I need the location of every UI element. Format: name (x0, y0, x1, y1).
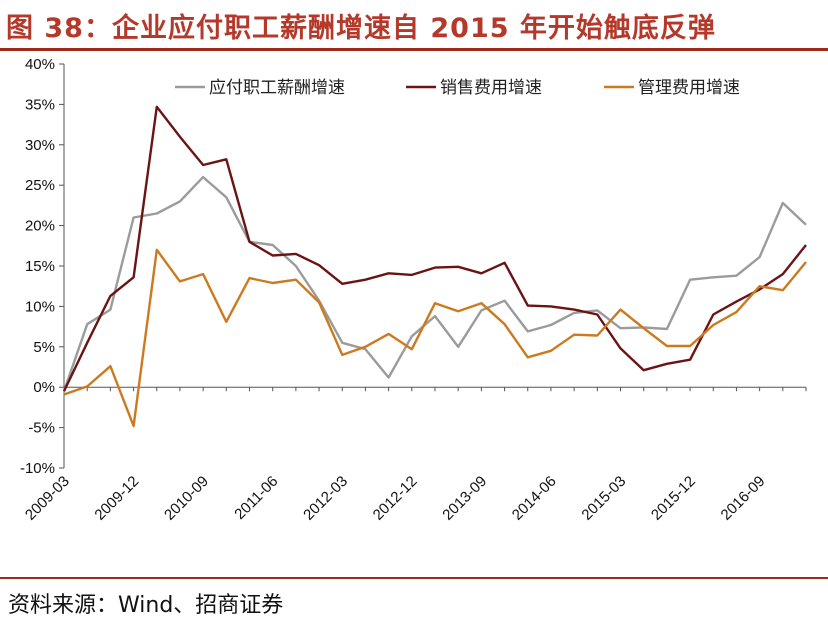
x-tick-label: 2011-06 (231, 473, 281, 523)
x-tick-label: 2015-12 (648, 473, 699, 524)
legend-label-1: 应付职工薪酬增速 (209, 78, 345, 98)
x-tick-label: 2013-09 (439, 473, 490, 524)
y-tick-label: 40% (25, 56, 55, 73)
page-title: 图 38：企业应付职工薪酬增速自 2015 年开始触底反弹 (6, 13, 716, 44)
x-axis-ticks: 2009-03 2009-12 2010-09 2011-06 2012-03 2012-… (22, 387, 807, 524)
source-divider (0, 577, 828, 579)
x-tick-label: 2009-12 (91, 473, 142, 524)
source-note: 资料来源：Wind、招商证券 (8, 593, 284, 618)
y-axis-ticks: 40% 35% 30% 25% 20% 15% 10% 5% 0% -5% -10% (20, 56, 64, 477)
x-tick-label: 2014-06 (509, 473, 560, 524)
y-tick-label: -10% (20, 460, 55, 477)
legend-label-2: 销售费用增速 (440, 78, 542, 98)
series-line-3 (63, 248, 807, 428)
x-tick-label: 2016-09 (717, 473, 768, 524)
y-tick-label: 30% (25, 137, 55, 154)
legend-label-3: 管理费用增速 (638, 78, 740, 98)
y-tick-label: 35% (25, 96, 55, 113)
x-tick-label: 2015-03 (578, 473, 629, 524)
chart-axes (63, 64, 806, 468)
chart-legend: 应付职工薪酬增速 销售费用增速 管理费用增速 (175, 78, 740, 98)
line-chart: 40% 35% 30% 25% 20% 15% 10% 5% 0% -5% -10% 2009-03… (20, 56, 807, 524)
y-tick-label: 10% (25, 298, 55, 315)
y-tick-label: -5% (28, 420, 55, 437)
y-tick-label: 0% (33, 379, 55, 396)
chart-series (62, 105, 807, 428)
series-line-2 (62, 105, 807, 392)
series-line-1 (62, 175, 807, 392)
x-tick-label: 2012-12 (370, 473, 421, 524)
x-tick-label: 2010-09 (161, 473, 212, 524)
x-tick-label: 2009-03 (22, 473, 73, 524)
y-tick-label: 20% (25, 218, 55, 235)
y-tick-label: 15% (25, 258, 55, 275)
title-divider (0, 48, 828, 51)
x-tick-label: 2012-03 (300, 473, 351, 524)
y-tick-label: 5% (33, 339, 55, 356)
y-tick-label: 25% (25, 177, 55, 194)
